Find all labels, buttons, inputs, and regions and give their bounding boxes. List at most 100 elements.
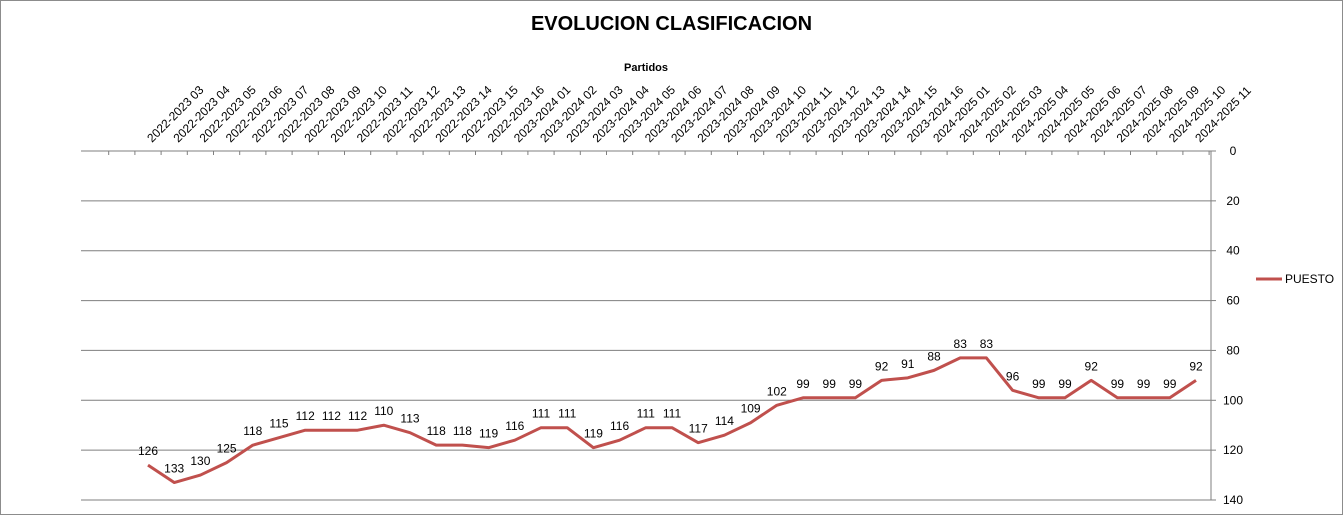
data-point	[251, 443, 255, 447]
data-label: 133	[164, 462, 184, 476]
data-label: 130	[190, 454, 210, 468]
data-label: 125	[217, 442, 237, 456]
data-point	[277, 436, 281, 440]
data-label: 113	[400, 412, 419, 426]
data-label: 118	[243, 424, 262, 438]
data-label: 99	[1163, 377, 1177, 391]
data-label: 117	[689, 422, 708, 436]
data-label-layer: 126 133 130 125 118 115 112 112 112 110 113 118 118 1…	[138, 337, 1203, 476]
data-label: 96	[1006, 369, 1020, 383]
grid-layer	[81, 200, 1211, 501]
data-point	[880, 378, 884, 382]
y-tick-label: 80	[1226, 343, 1240, 357]
y-tick-label: 60	[1226, 294, 1240, 308]
data-label: 92	[875, 359, 889, 373]
data-label: 88	[927, 349, 941, 363]
data-label: 116	[610, 419, 629, 433]
data-label: 112	[322, 409, 341, 423]
data-label: 114	[715, 414, 734, 428]
data-label: 119	[584, 427, 603, 441]
data-point	[539, 426, 543, 430]
data-point	[434, 443, 438, 447]
data-point	[225, 461, 229, 465]
data-label: 111	[532, 407, 551, 421]
data-point	[1011, 388, 1015, 392]
data-point	[382, 423, 386, 427]
data-label: 118	[453, 424, 472, 438]
data-label: 99	[849, 377, 863, 391]
data-point	[749, 421, 753, 425]
data-point	[827, 396, 831, 400]
data-label: 115	[269, 417, 288, 431]
data-label: 111	[663, 407, 682, 421]
y-tick-label: 20	[1226, 194, 1240, 208]
data-label: 126	[138, 444, 158, 458]
data-point	[958, 356, 962, 360]
data-label: 112	[348, 409, 367, 423]
data-point	[853, 396, 857, 400]
chart-title: EVOLUCION CLASIFICACION	[530, 13, 813, 35]
series-line-puesto	[147, 356, 1197, 485]
data-label: 99	[1137, 377, 1151, 391]
legend: PUESTO	[1256, 272, 1334, 286]
data-point	[460, 443, 464, 447]
data-label: 92	[1189, 359, 1203, 373]
y-tick-label: 100	[1223, 393, 1243, 407]
y-tick-label: 0	[1230, 144, 1237, 158]
data-label: 119	[479, 427, 498, 441]
legend-label: PUESTO	[1285, 272, 1334, 286]
data-point	[1089, 378, 1093, 382]
data-point	[644, 426, 648, 430]
data-point	[303, 428, 307, 432]
data-label: 83	[954, 337, 968, 351]
data-label: 111	[637, 407, 656, 421]
data-label: 118	[427, 424, 446, 438]
data-point	[356, 428, 360, 432]
data-label: 91	[901, 357, 915, 371]
data-point	[146, 463, 150, 467]
series-layer	[146, 356, 1198, 485]
data-label: 110	[374, 404, 393, 418]
data-label: 111	[558, 407, 577, 421]
data-point	[513, 438, 517, 442]
data-point	[1168, 396, 1172, 400]
data-point	[329, 428, 333, 432]
data-point	[670, 426, 674, 430]
data-point	[932, 368, 936, 372]
data-point	[775, 403, 779, 407]
data-label: 99	[1032, 377, 1046, 391]
data-label: 102	[767, 384, 787, 398]
data-point	[1037, 396, 1041, 400]
data-point	[1063, 396, 1067, 400]
data-point	[906, 376, 910, 380]
data-point	[408, 431, 412, 435]
data-point	[618, 438, 622, 442]
data-point	[172, 481, 176, 485]
data-label: 92	[1085, 359, 1099, 373]
data-label: 116	[505, 419, 524, 433]
data-label: 112	[296, 409, 315, 423]
data-point	[1194, 378, 1198, 382]
data-point	[984, 356, 988, 360]
data-point	[722, 433, 726, 437]
data-point	[1142, 396, 1146, 400]
data-label: 99	[796, 377, 810, 391]
data-point	[696, 441, 700, 445]
data-point	[1115, 396, 1119, 400]
data-point	[591, 446, 595, 450]
data-point	[487, 446, 491, 450]
data-label: 99	[1111, 377, 1125, 391]
data-point	[565, 426, 569, 430]
data-label: 83	[980, 337, 994, 351]
y-tick-label: 140	[1223, 493, 1243, 507]
data-label: 99	[823, 377, 837, 391]
data-point	[198, 473, 202, 477]
data-label: 99	[1058, 377, 1072, 391]
x-axis-title: Partidos	[624, 62, 668, 74]
y-tick-label: 120	[1223, 443, 1243, 457]
data-label: 109	[741, 402, 761, 416]
data-point	[801, 396, 805, 400]
